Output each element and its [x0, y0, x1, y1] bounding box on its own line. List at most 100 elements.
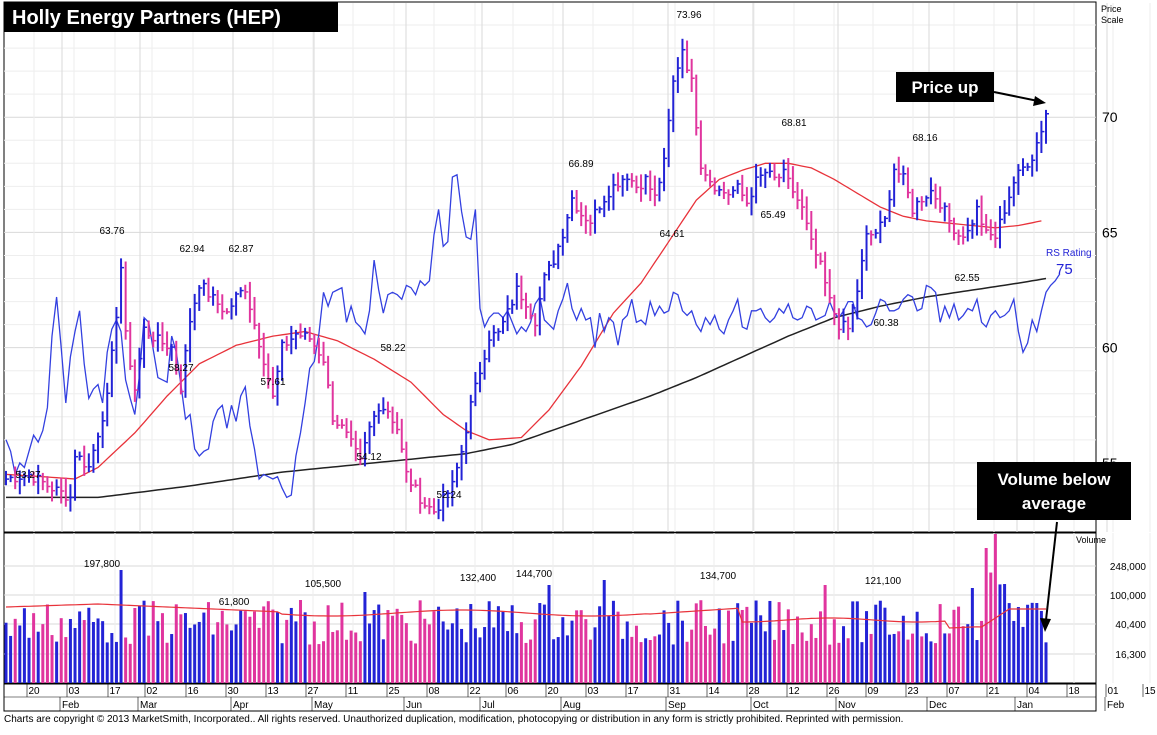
date-tick-label: 03: [587, 686, 599, 697]
volume-bar: [759, 615, 763, 683]
volume-bar: [731, 640, 735, 683]
volume-bar: [736, 603, 740, 683]
price-tick-label: 60: [1102, 340, 1118, 356]
volume-bar: [975, 640, 979, 683]
volume-average-line: [5, 603, 1046, 629]
month-label: Aug: [563, 700, 581, 711]
volume-bar: [105, 642, 109, 683]
volume-bar: [538, 603, 542, 683]
volume-bar: [796, 616, 800, 683]
volume-bar: [906, 639, 910, 683]
volume-bar: [156, 621, 160, 683]
volume-bar: [1035, 603, 1039, 683]
volume-bar: [381, 639, 385, 683]
volume-bar: [772, 639, 776, 683]
price-tick-label: 70: [1102, 109, 1118, 125]
volume-bar: [13, 618, 17, 683]
price-up-arrow: [993, 91, 1039, 102]
volume-bar: [368, 623, 372, 683]
volume-bar: [1007, 603, 1011, 683]
volume-bar: [782, 630, 786, 683]
month-label: Jul: [482, 700, 495, 711]
volume-bar: [980, 620, 984, 683]
volume-bar: [234, 624, 238, 683]
volume-bar: [483, 627, 487, 683]
volume-bar: [248, 616, 252, 683]
date-tick-label: 25: [388, 686, 400, 697]
price-annotation: 58.22: [380, 343, 405, 354]
date-axis: 20 03 17 02 16 30 13 27 11 25 08 22 06 20 03 17 31 14 28 12…: [4, 684, 1156, 711]
volume-tick-label: 100,000: [1110, 591, 1147, 602]
volume-bar: [308, 644, 312, 683]
volume-bar: [206, 602, 210, 683]
date-tick-label: 12: [788, 686, 800, 697]
price-tick-label: 65: [1102, 224, 1118, 240]
ma-50-line: [5, 162, 1042, 480]
volume-bar: [869, 633, 873, 683]
volume-bar: [984, 548, 988, 683]
volume-bar: [947, 633, 951, 683]
volume-bar: [179, 614, 183, 683]
volume-bar: [372, 610, 376, 683]
volume-bar: [726, 610, 730, 683]
volume-bar: [68, 618, 72, 683]
volume-bar: [648, 640, 652, 683]
date-tick-label: 08: [428, 686, 440, 697]
date-tick-label: 15: [1144, 686, 1156, 697]
volume-bar: [938, 604, 942, 683]
volume-bar: [59, 618, 63, 683]
volume-bar: [78, 611, 82, 683]
volume-bar: [464, 642, 468, 683]
volume-bar: [345, 639, 349, 683]
volume-bar: [708, 634, 712, 683]
volume-bars: [4, 534, 1048, 683]
date-tick-label: 11: [348, 686, 359, 697]
volume-bar: [317, 644, 321, 683]
month-label: Feb: [62, 700, 80, 711]
volume-callout-line-1: Volume below: [997, 470, 1111, 489]
volume-bar: [584, 619, 588, 683]
price-annotation: 64.61: [659, 229, 684, 240]
volume-bar: [561, 617, 565, 683]
ma-50-path: [5, 162, 1042, 480]
ma-200-line: [6, 277, 1047, 499]
volume-bar: [216, 622, 220, 683]
date-tick-label: 13: [267, 686, 279, 697]
volume-bar: [4, 622, 8, 683]
volume-bar: [137, 605, 141, 683]
volume-bar: [32, 613, 36, 683]
volume-bar: [395, 608, 399, 683]
price-annotation: 62.87: [228, 244, 253, 255]
date-tick-label: 07: [948, 686, 960, 697]
volume-bar: [749, 622, 753, 683]
volume-bar: [970, 588, 974, 683]
volume-bar: [455, 608, 459, 683]
ma-200-path: [6, 277, 1047, 499]
volume-bar: [183, 613, 187, 683]
volume-bar: [312, 621, 316, 683]
volume-bar: [170, 634, 174, 683]
volume-bar: [533, 619, 537, 683]
volume-bar: [547, 585, 551, 683]
price-annotation: 68.16: [912, 133, 937, 144]
volume-bar: [114, 641, 118, 683]
volume-bar: [819, 611, 823, 683]
volume-bar: [55, 641, 59, 683]
date-tick-label: 14: [708, 686, 720, 697]
price-annotation: 73.96: [676, 10, 701, 21]
date-tick-label: 17: [627, 686, 639, 697]
volume-bar: [671, 644, 675, 683]
volume-annotation: 144,700: [516, 569, 553, 580]
price-annotation: 62.94: [179, 244, 204, 255]
volume-bar: [142, 600, 146, 683]
date-tick-label: 23: [907, 686, 919, 697]
volume-bar: [920, 636, 924, 683]
volume-callout-arrow: [1045, 521, 1058, 621]
volume-bar: [280, 643, 284, 683]
volume-bar: [496, 606, 500, 683]
volume-label: Volume: [1076, 535, 1106, 545]
volume-bar: [460, 628, 464, 683]
volume-bar: [386, 610, 390, 683]
volume-annotations: 197,800 61,800 105,500 132,400 144,700 134,70…: [84, 559, 902, 608]
volume-bar: [174, 604, 178, 683]
